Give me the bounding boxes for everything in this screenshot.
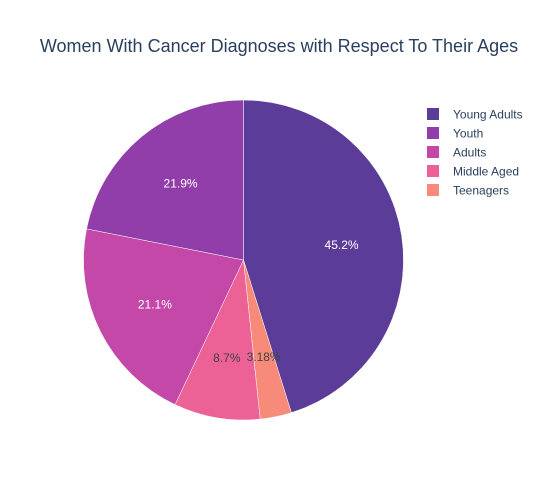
legend-item-teenagers[interactable]: Teenagers [427,184,509,198]
legend-label-teenagers: Teenagers [453,184,509,198]
legend-label-middle-aged: Middle Aged [453,165,519,179]
slice-label-adults: 21.1% [138,298,172,312]
legend-swatch-youth [427,127,439,139]
slice-label-young-adults: 45.2% [325,238,359,252]
legend-label-young-adults: Young Adults [453,108,523,122]
slice-label-youth: 21.9% [164,176,198,190]
pie-slices [83,99,404,421]
pie-slice-labels: 45.2% 3.18% 8.7% 21.1% 21.9% [138,176,359,364]
pie-slice-middle-aged[interactable] [174,259,261,421]
slice-label-middle-aged: 8.7% [213,351,241,365]
legend-label-youth: Youth [453,127,483,141]
legend-label-adults: Adults [453,146,486,160]
slice-label-teenagers: 3.18% [247,350,281,364]
legend-swatch-young-adults [427,108,439,120]
legend-item-young-adults[interactable]: Young Adults [427,108,523,122]
chart-title: Women With Cancer Diagnoses with Respect… [40,36,518,56]
legend-item-adults[interactable]: Adults [427,146,486,160]
legend-swatch-middle-aged [427,165,439,177]
pie-slice-young-adults[interactable] [243,99,404,413]
legend-swatch-teenagers [427,184,439,196]
legend-swatch-adults [427,146,439,158]
legend-item-youth[interactable]: Youth [427,127,483,141]
legend: Young Adults Youth Adults Middle Aged Teenag… [427,108,523,198]
legend-item-middle-aged[interactable]: Middle Aged [427,165,519,179]
pie-slice-youth[interactable] [86,99,244,261]
pie-slice-adults[interactable] [83,228,244,405]
